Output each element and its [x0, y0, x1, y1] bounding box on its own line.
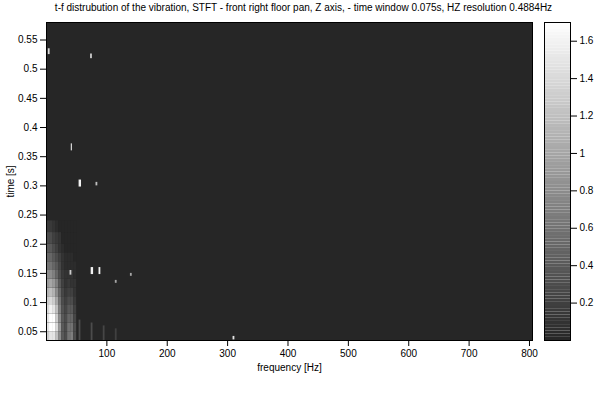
svg-text:0.2: 0.2: [24, 238, 38, 249]
svg-text:0.1: 0.1: [24, 297, 38, 308]
svg-text:600: 600: [400, 348, 417, 359]
svg-text:0.5: 0.5: [24, 63, 38, 74]
svg-text:frequency [Hz]: frequency [Hz]: [257, 362, 322, 373]
svg-text:300: 300: [219, 348, 236, 359]
svg-text:1: 1: [580, 148, 586, 159]
svg-text:0.25: 0.25: [18, 209, 38, 220]
svg-text:1.6: 1.6: [580, 35, 594, 46]
svg-text:0.3: 0.3: [24, 180, 38, 191]
svg-text:0.8: 0.8: [580, 185, 594, 196]
svg-text:0.55: 0.55: [18, 34, 38, 45]
svg-text:0.4: 0.4: [24, 122, 38, 133]
svg-text:0.6: 0.6: [580, 222, 594, 233]
svg-text:0.4: 0.4: [580, 260, 594, 271]
svg-text:time [s]: time [s]: [5, 165, 16, 197]
svg-text:0.45: 0.45: [18, 93, 38, 104]
svg-text:500: 500: [340, 348, 357, 359]
svg-text:800: 800: [521, 348, 538, 359]
svg-text:0.05: 0.05: [18, 326, 38, 337]
svg-text:400: 400: [280, 348, 297, 359]
svg-text:0.2: 0.2: [580, 297, 594, 308]
svg-text:200: 200: [159, 348, 176, 359]
svg-text:0.15: 0.15: [18, 268, 38, 279]
svg-text:0.35: 0.35: [18, 151, 38, 162]
html-text:t-f distrubution of the vibrat: t-f distrubution of the vibration, STFT …: [54, 2, 553, 13]
svg-text:1.4: 1.4: [580, 73, 594, 84]
svg-text:1.2: 1.2: [580, 110, 594, 121]
svg-text:100: 100: [99, 348, 116, 359]
svg-text:700: 700: [461, 348, 478, 359]
